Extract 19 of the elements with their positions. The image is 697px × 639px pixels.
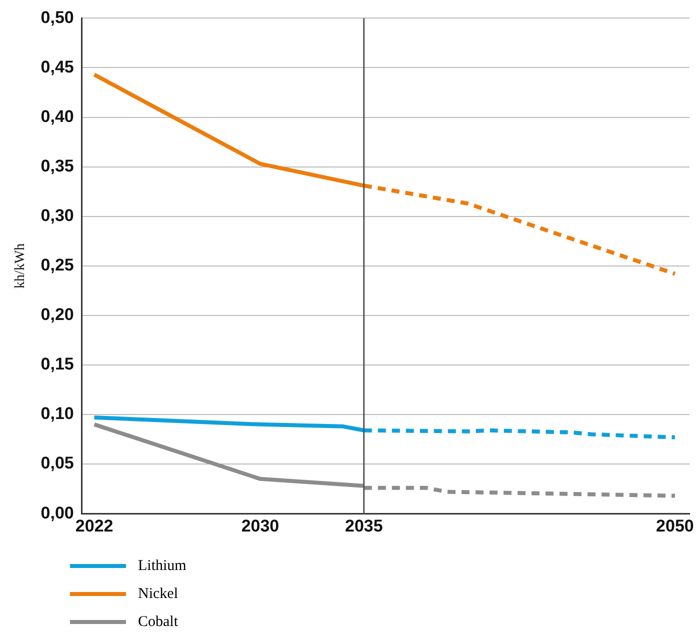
y-tick-label: 0,15 xyxy=(40,354,74,374)
y-tick-label: 0,45 xyxy=(40,57,74,76)
y-tick-label: 0,00 xyxy=(40,503,74,522)
y-axis-title: kh/kWh xyxy=(13,243,28,288)
y-tick-label: 0,20 xyxy=(40,305,74,324)
legend-label: Nickel xyxy=(138,586,178,602)
legend-label: Cobalt xyxy=(138,614,178,630)
y-tick-label: 0,50 xyxy=(40,8,74,27)
y-tick-label: 0,05 xyxy=(40,454,74,473)
legend-label: Lithium xyxy=(138,558,186,574)
y-tick-label: 0,10 xyxy=(40,404,74,424)
y-tick-label: 0,40 xyxy=(40,106,74,126)
x-tick-label: 2030 xyxy=(241,516,280,536)
x-tick-label: 2050 xyxy=(656,516,694,536)
y-tick-label: 0,25 xyxy=(40,256,74,275)
y-tick-label: 0,35 xyxy=(40,156,74,176)
x-tick-label: 2022 xyxy=(75,516,114,536)
x-tick-label: 2035 xyxy=(344,516,383,536)
y-tick-label: 0,30 xyxy=(40,206,74,226)
